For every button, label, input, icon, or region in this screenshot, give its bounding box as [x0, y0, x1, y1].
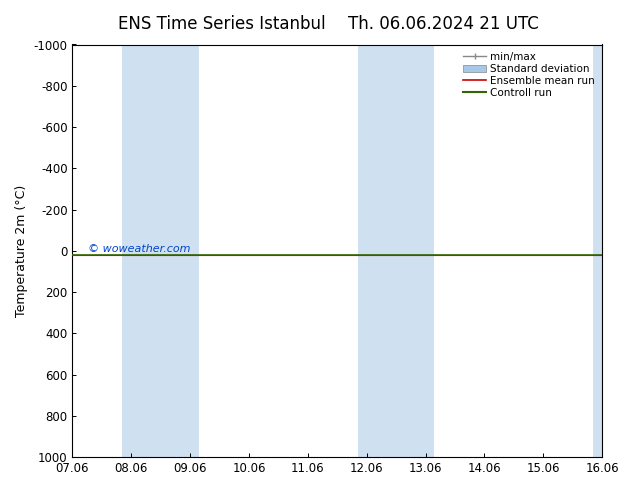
Legend: min/max, Standard deviation, Ensemble mean run, Controll run: min/max, Standard deviation, Ensemble me… — [459, 48, 599, 102]
Bar — [593, 45, 634, 457]
Bar — [122, 45, 199, 457]
Y-axis label: Temperature 2m (°C): Temperature 2m (°C) — [15, 185, 28, 317]
Text: Th. 06.06.2024 21 UTC: Th. 06.06.2024 21 UTC — [349, 15, 539, 33]
Text: ENS Time Series Istanbul: ENS Time Series Istanbul — [118, 15, 326, 33]
Text: © woweather.com: © woweather.com — [88, 244, 191, 254]
Bar — [358, 45, 434, 457]
